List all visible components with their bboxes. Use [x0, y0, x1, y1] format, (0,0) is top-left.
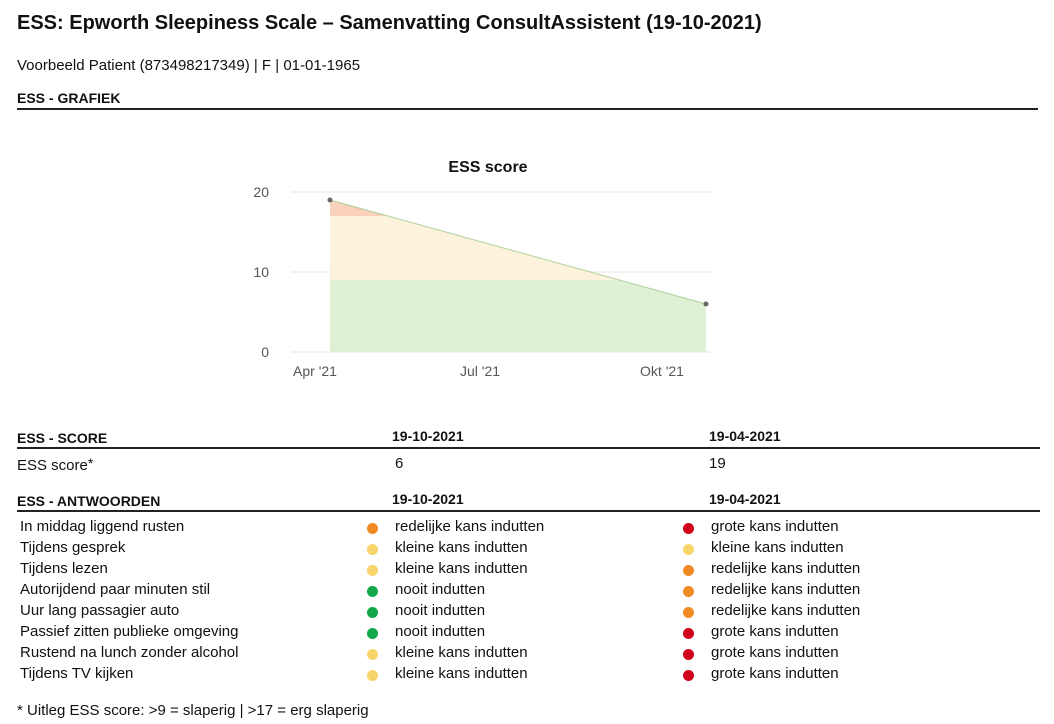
- answer-value-2: grote kans indutten: [711, 518, 839, 535]
- graph-section-heading: ESS - GRAFIEK: [17, 90, 121, 106]
- ess-chart: ESS score 0 10 20 Apr '21 Jul '21 Okt '21: [253, 159, 710, 379]
- answer-question: In middag liggend rusten: [20, 518, 185, 535]
- status-dot-icon: [367, 523, 378, 534]
- status-dot-icon: [683, 565, 694, 576]
- patient-info: Voorbeeld Patient (873498217349) | F | 0…: [17, 57, 361, 74]
- y-tick-label: 10: [253, 264, 269, 280]
- status-dot-icon: [683, 544, 694, 555]
- status-dot-icon: [683, 523, 694, 534]
- status-dot-icon: [367, 670, 378, 681]
- score-date-2: 19-04-2021: [709, 428, 781, 444]
- y-tick-label: 20: [253, 184, 269, 200]
- answer-value-1: redelijke kans indutten: [395, 518, 545, 535]
- series-line: [329, 199, 707, 305]
- chart-series: [327, 197, 709, 307]
- status-dot-icon: [367, 544, 378, 555]
- score-section-heading: ESS - SCORE: [17, 430, 108, 446]
- chart-title: ESS score: [448, 159, 527, 176]
- y-tick-label: 0: [261, 344, 269, 360]
- ess-score-label: ESS score*: [17, 455, 93, 474]
- answer-value-1: kleine kans indutten: [395, 539, 528, 556]
- ess-score-label-text: ESS score: [17, 457, 88, 474]
- answer-value-2: grote kans indutten: [711, 644, 839, 661]
- answer-question: Tijdens TV kijken: [20, 665, 134, 682]
- answer-question: Passief zitten publieke omgeving: [20, 623, 239, 640]
- answer-value-1: kleine kans indutten: [395, 665, 528, 682]
- footnote: * Uitleg ESS score: >9 = slaperig | >17 …: [17, 702, 369, 719]
- status-dot-icon: [683, 649, 694, 660]
- answer-value-2: grote kans indutten: [711, 665, 839, 682]
- answer-value-2: redelijke kans indutten: [711, 581, 861, 598]
- status-dot-icon: [683, 586, 694, 597]
- answer-value-1: kleine kans indutten: [395, 560, 528, 577]
- status-dot-icon: [683, 607, 694, 618]
- answer-value-1: kleine kans indutten: [395, 644, 528, 661]
- chart-x-ticks: Apr '21 Jul '21 Okt '21: [293, 363, 684, 379]
- answer-value-2: grote kans indutten: [711, 623, 839, 640]
- ess-score-value-2: 19: [709, 455, 726, 472]
- data-point: [703, 301, 709, 307]
- answers-section-heading: ESS - ANTWOORDEN: [17, 493, 161, 509]
- status-dot-icon: [367, 607, 378, 618]
- status-dot-icon: [367, 628, 378, 639]
- x-tick-label: Apr '21: [293, 363, 337, 379]
- status-dot-icon: [367, 586, 378, 597]
- score-section-rule: [17, 447, 1040, 449]
- status-dot-icon: [367, 649, 378, 660]
- status-dot-icon: [683, 670, 694, 681]
- severity-band: [329, 200, 706, 216]
- ess-score-value-1: 6: [395, 455, 404, 472]
- answer-value-1: nooit indutten: [395, 602, 486, 619]
- x-tick-label: Jul '21: [460, 363, 500, 379]
- answer-question: Rustend na lunch zonder alcohol: [20, 644, 239, 661]
- answers-section-rule: [17, 510, 1040, 512]
- answers-date-1: 19-10-2021: [392, 491, 464, 507]
- answers-date-2: 19-04-2021: [709, 491, 781, 507]
- chart-y-ticks: 0 10 20: [253, 184, 269, 360]
- answer-question: Uur lang passagier auto: [20, 602, 180, 619]
- data-point: [327, 197, 333, 203]
- status-dot-icon: [683, 628, 694, 639]
- answer-value-2: redelijke kans indutten: [711, 560, 861, 577]
- severity-band: [329, 280, 706, 352]
- severity-band: [329, 216, 706, 280]
- status-dot-icon: [367, 565, 378, 576]
- score-date-1: 19-10-2021: [392, 428, 464, 444]
- answer-question: Autorijdend paar minuten stil: [20, 581, 211, 598]
- answer-value-2: kleine kans indutten: [711, 539, 844, 556]
- graph-section-rule: [17, 108, 1038, 110]
- page-title: ESS: Epworth Sleepiness Scale – Samenvat…: [17, 12, 762, 34]
- answer-value-1: nooit indutten: [395, 581, 486, 598]
- ess-score-footnote-marker: *: [87, 455, 94, 471]
- answer-question: Tijdens gesprek: [20, 539, 126, 556]
- answer-question: Tijdens lezen: [20, 560, 108, 577]
- answer-value-1: nooit indutten: [395, 623, 486, 640]
- answer-value-2: redelijke kans indutten: [711, 602, 861, 619]
- x-tick-label: Okt '21: [640, 363, 684, 379]
